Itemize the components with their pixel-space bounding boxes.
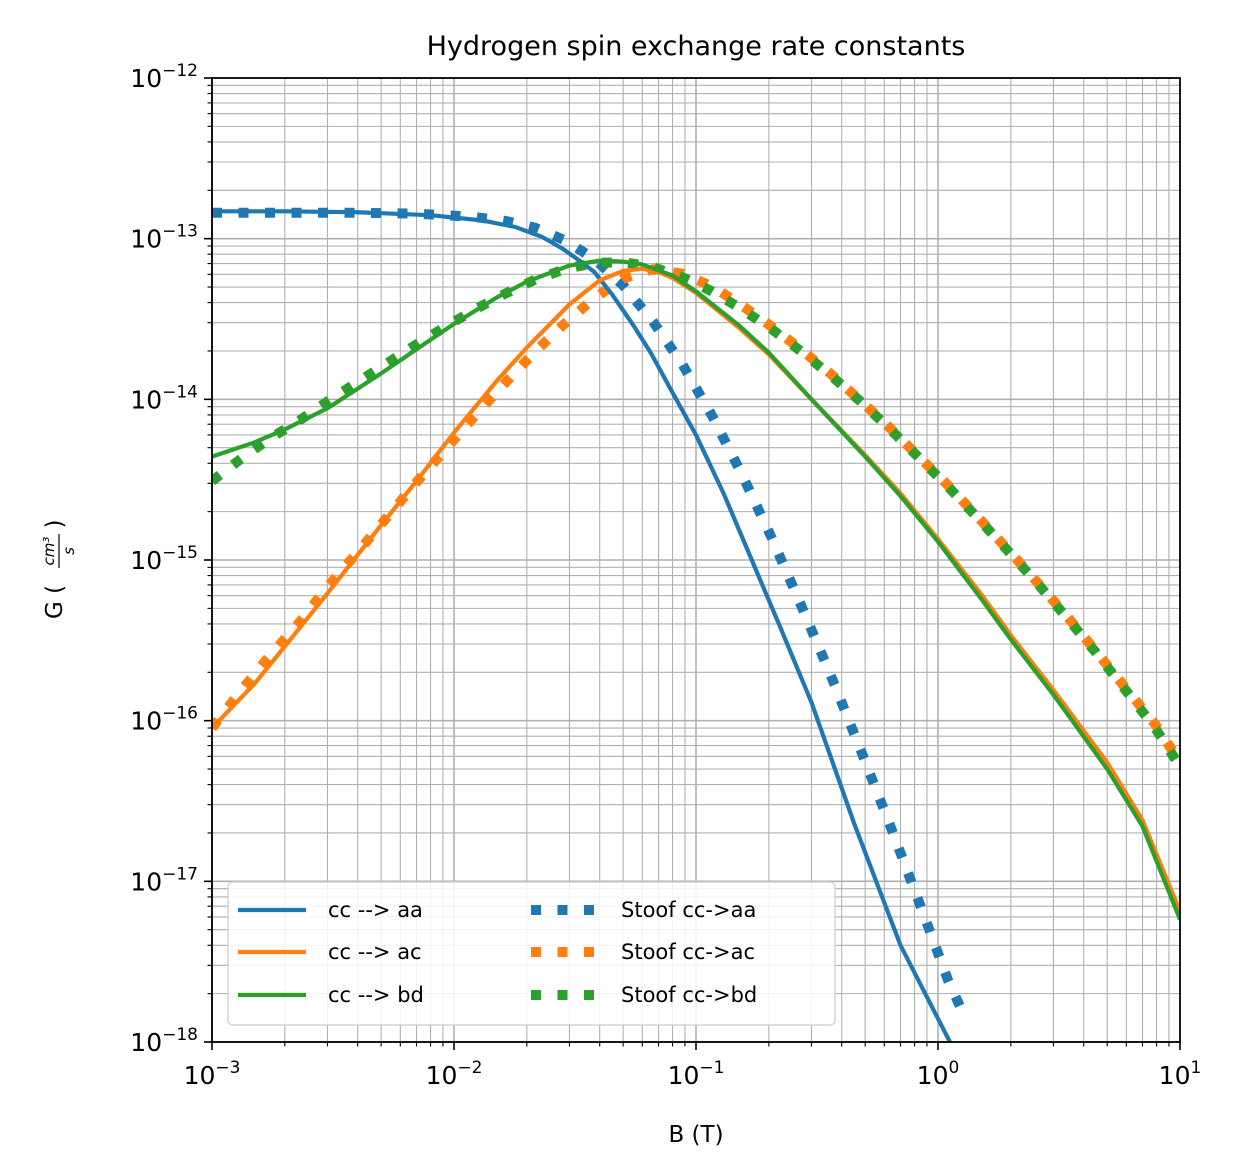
y-tick-label: 10−15 <box>130 543 198 575</box>
y-axis-label: G ( cm³ s ) <box>40 520 78 620</box>
y-axis-label-denominator: s <box>60 547 78 555</box>
y-axis-label-prefix: G ( <box>42 585 68 619</box>
y-axis-label-numerator: cm³ <box>40 537 58 566</box>
legend-label: Stoof cc->ac <box>621 940 755 964</box>
legend-label: Stoof cc->aa <box>621 898 756 922</box>
y-tick-labels: 10−12 10−13 10−14 10−15 10−16 10−17 10−18 <box>130 61 198 1057</box>
series-cc-bd <box>212 258 1180 921</box>
y-tick-label: 10−12 <box>130 61 198 93</box>
x-tick-label: 10−3 <box>184 1058 241 1090</box>
x-tick-label: 10−2 <box>426 1058 483 1090</box>
legend-label: cc --> aa <box>328 898 423 922</box>
x-tick-label: 10−1 <box>668 1058 725 1090</box>
x-tick-label: 100 <box>917 1058 960 1090</box>
x-tick-labels: 10−3 10−2 10−1 100 101 <box>184 1058 1202 1090</box>
legend-label: cc --> ac <box>328 940 422 964</box>
y-tick-label: 10−13 <box>130 222 198 254</box>
y-tick-label: 10−17 <box>130 864 198 896</box>
x-axis-label: B (T) <box>668 1122 723 1148</box>
legend-label: Stoof cc->bd <box>621 983 757 1007</box>
legend-label: cc --> bd <box>328 983 424 1007</box>
tick-marks <box>204 77 1181 1050</box>
chart-title: Hydrogen spin exchange rate constants <box>427 31 966 62</box>
y-axis-label-suffix: ) <box>42 520 68 529</box>
y-tick-label: 10−18 <box>130 1025 198 1057</box>
y-tick-label: 10−14 <box>130 382 198 414</box>
series-stoof-cc-bd <box>212 257 1180 770</box>
legend: cc --> aa cc --> ac cc --> bd Stoof cc->aa S… <box>227 881 836 1026</box>
x-tick-label: 101 <box>1159 1058 1202 1090</box>
series-cc-aa <box>212 209 952 1042</box>
series-layer <box>212 207 1180 1042</box>
y-tick-label: 10−16 <box>130 704 198 736</box>
